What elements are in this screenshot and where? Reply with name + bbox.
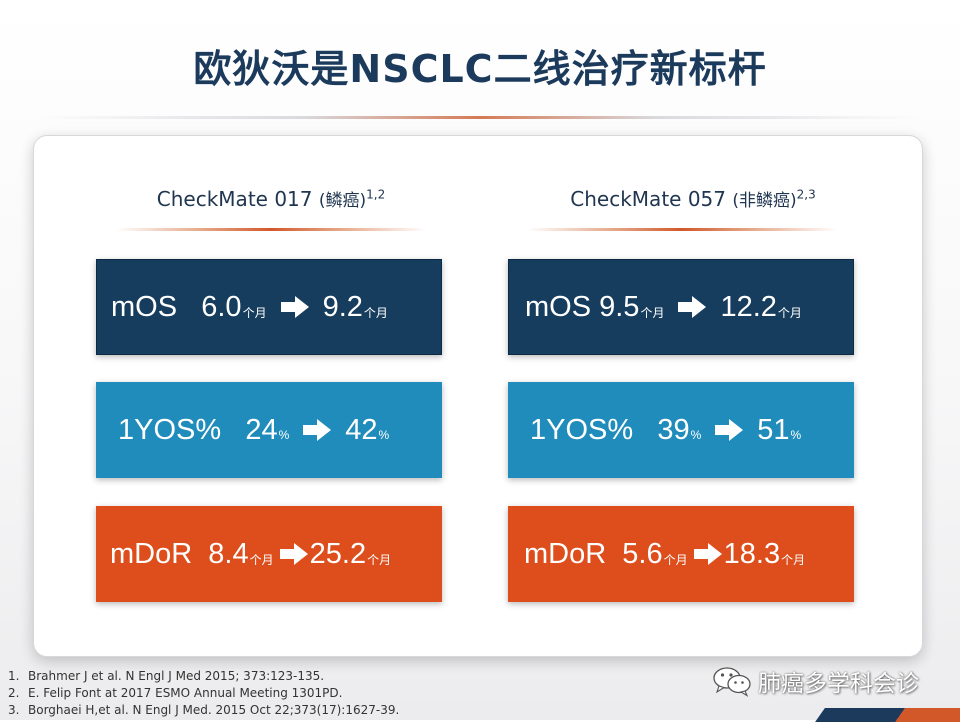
- reference-number: 1.: [8, 669, 20, 683]
- metric-name: 1YOS%: [118, 413, 246, 446]
- to-unit: %: [378, 428, 390, 442]
- references: 1. Brahmer J et al. N Engl J Med 2015; 37…: [8, 668, 399, 719]
- watermark: 肺癌多学科会诊: [712, 664, 919, 698]
- 1yos-box-checkmate-017: 1YOS% 24% 42%: [96, 382, 442, 478]
- metric-name: mDoR: [524, 537, 623, 570]
- column-heading-checkmate-057: CheckMate 057 (非鳞癌)2,3: [513, 186, 873, 211]
- to-value: 42: [345, 413, 378, 446]
- reference-text: Brahmer J et al. N Engl J Med 2015; 373:…: [28, 669, 325, 683]
- title-divider: [40, 116, 920, 119]
- from-unit: 个月: [242, 305, 267, 320]
- to-value: 9.2: [322, 290, 363, 323]
- right-arrow-icon: [280, 296, 309, 318]
- reference-item: 1. Brahmer J et al. N Engl J Med 2015; 37…: [8, 668, 399, 685]
- right-arrow-icon: [715, 419, 744, 441]
- reference-number: 3.: [8, 703, 20, 717]
- slide-title: 欧狄沃是NSCLC二线治疗新标杆: [193, 47, 767, 91]
- from-value: 24: [245, 413, 278, 446]
- reference-text: Borghaei H,et al. N Engl J Med. 2015 Oct…: [28, 703, 400, 717]
- right-arrow-icon: [303, 419, 332, 441]
- mdor-box-checkmate-017: mDoR 8.4 个月 25.2 个月: [96, 506, 442, 602]
- reference-superscript: 2,3: [796, 187, 816, 202]
- right-arrow-icon: [279, 543, 308, 565]
- column-divider: [116, 228, 426, 231]
- metric-name: mOS: [525, 290, 600, 323]
- from-value: 9.5: [599, 290, 640, 323]
- reference-superscript: 1,2: [366, 187, 386, 202]
- to-value: 12.2: [720, 290, 777, 323]
- to-unit: 个月: [781, 552, 806, 567]
- 1yos-box-checkmate-057: 1YOS% 39% 51%: [508, 382, 854, 478]
- metric-name: mDoR: [110, 537, 209, 570]
- column-heading-checkmate-017: CheckMate 017 (鳞癌)1,2: [91, 186, 451, 211]
- to-unit: 个月: [777, 305, 802, 320]
- to-unit: 个月: [363, 305, 388, 320]
- watermark-text: 肺癌多学科会诊: [758, 671, 919, 697]
- from-unit: 个月: [663, 552, 688, 567]
- mos-box-checkmate-017: mOS 6.0 个月 9.2 个月: [96, 259, 442, 355]
- metric-name: mOS: [111, 290, 202, 323]
- reference-number: 2.: [8, 686, 20, 700]
- from-value: 39: [657, 413, 690, 446]
- mos-box-checkmate-057: mOS 9.5 个月 12.2 个月: [508, 259, 854, 355]
- metric-name: 1YOS%: [530, 413, 658, 446]
- from-value: 5.6: [622, 537, 663, 570]
- trial-name: CheckMate 017: [156, 187, 319, 211]
- reference-text: E. Felip Font at 2017 ESMO Annual Meetin…: [28, 686, 343, 700]
- reference-item: 2. E. Felip Font at 2017 ESMO Annual Meet…: [8, 685, 399, 702]
- to-unit: 个月: [367, 552, 392, 567]
- from-unit: %: [278, 428, 290, 442]
- from-unit: 个月: [640, 305, 665, 320]
- reference-item: 3. Borghaei H,et al. N Engl J Med. 2015 O…: [8, 702, 399, 719]
- wechat-icon: [713, 667, 751, 697]
- to-value: 18.3: [723, 537, 781, 570]
- from-unit: %: [690, 428, 702, 442]
- from-unit: 个月: [249, 552, 274, 567]
- histology-label: (鳞癌): [318, 191, 367, 211]
- mdor-box-checkmate-057: mDoR 5.6 个月 18.3 个月: [508, 506, 854, 602]
- to-value: 25.2: [309, 537, 367, 570]
- column-divider: [527, 228, 837, 231]
- histology-label: (非鳞癌): [732, 191, 797, 211]
- to-unit: %: [790, 428, 802, 442]
- right-arrow-icon: [693, 543, 722, 565]
- right-arrow-icon: [678, 296, 707, 318]
- to-value: 51: [757, 413, 790, 446]
- trial-name: CheckMate 057: [570, 187, 733, 211]
- from-value: 8.4: [208, 537, 249, 570]
- from-value: 6.0: [201, 290, 242, 323]
